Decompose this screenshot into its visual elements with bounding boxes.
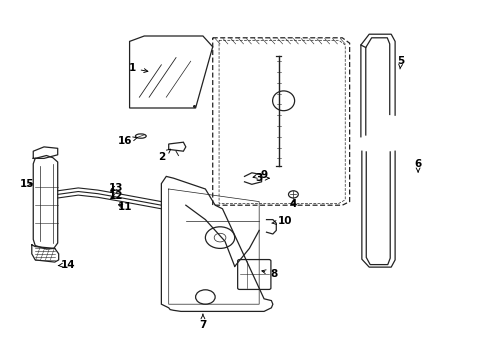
Text: 7: 7 [199, 314, 206, 330]
Text: 1: 1 [128, 63, 147, 73]
Text: 8: 8 [262, 269, 277, 279]
Text: 4: 4 [289, 199, 297, 210]
Text: 3: 3 [255, 173, 268, 183]
Text: 12: 12 [109, 191, 123, 201]
Text: 2: 2 [158, 149, 170, 162]
Text: 14: 14 [58, 260, 76, 270]
Text: 6: 6 [414, 159, 421, 172]
Text: 13: 13 [109, 183, 123, 193]
Text: 11: 11 [117, 202, 132, 212]
Text: 5: 5 [397, 56, 404, 69]
Text: 15: 15 [20, 179, 34, 189]
Text: 10: 10 [271, 216, 291, 226]
Text: 9: 9 [253, 170, 267, 180]
Text: 16: 16 [117, 136, 137, 146]
